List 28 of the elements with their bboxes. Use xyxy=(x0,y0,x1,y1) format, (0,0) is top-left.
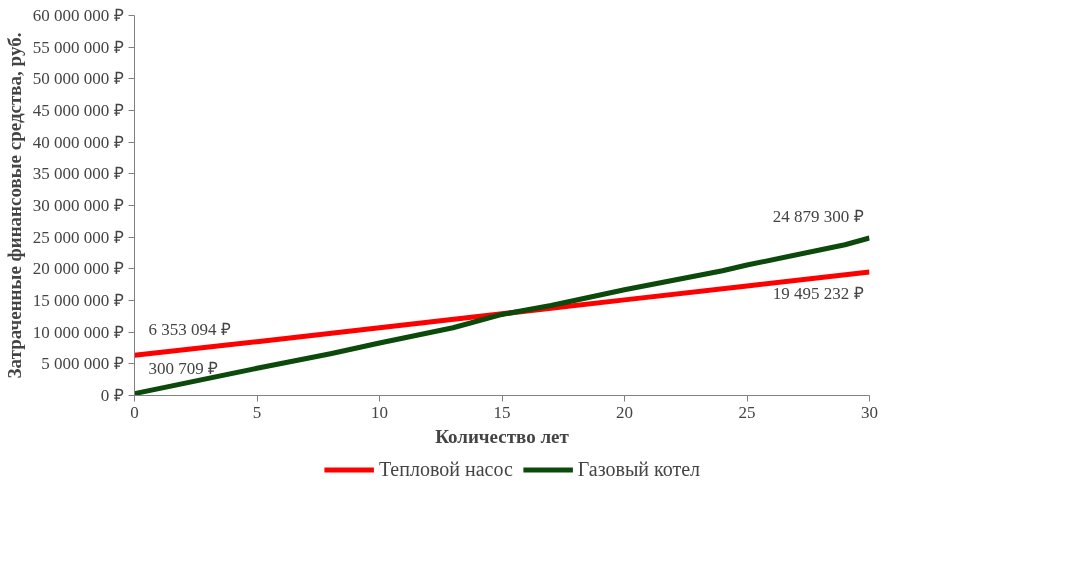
x-tick-label: 25 xyxy=(738,402,756,422)
data-label: 6 353 094 ₽ xyxy=(148,320,231,340)
x-axis-title: Количество лет xyxy=(435,425,570,447)
y-tick-label: 5 000 000 ₽ xyxy=(41,354,124,374)
y-tick-label: 20 000 000 ₽ xyxy=(32,259,124,279)
y-tick-label: 15 000 000 ₽ xyxy=(32,291,124,310)
y-tick-label: 50 000 000 ₽ xyxy=(32,69,124,89)
x-tick-label: 30 xyxy=(861,402,878,422)
legend-label: Тепловой насос xyxy=(378,457,513,481)
y-tick-label: 40 000 000 ₽ xyxy=(32,132,124,152)
y-tick-label: 35 000 000 ₽ xyxy=(32,164,124,184)
legend-label: Газовый котел xyxy=(577,457,701,481)
y-tick-label: 30 000 000 ₽ xyxy=(32,196,124,215)
x-tick-label: 10 xyxy=(371,402,388,422)
data-label: 24 879 300 ₽ xyxy=(772,206,864,226)
x-tick-label: 0 xyxy=(130,402,139,422)
y-tick-label: 45 000 000 ₽ xyxy=(32,101,124,120)
x-tick-label: 15 xyxy=(493,402,511,422)
y-axis-title: Затраченные финансовые средства, руб. xyxy=(3,32,25,379)
x-tick-label: 20 xyxy=(616,402,633,422)
y-tick-label: 55 000 000 ₽ xyxy=(32,37,124,57)
y-tick-label: 0 ₽ xyxy=(100,386,124,405)
y-tick-label: 60 000 000 ₽ xyxy=(32,6,124,25)
y-tick-label: 10 000 000 ₽ xyxy=(32,322,124,342)
data-label: 19 495 232 ₽ xyxy=(772,284,864,304)
y-tick-label: 25 000 000 ₽ xyxy=(32,227,124,247)
x-tick-label: 5 xyxy=(252,402,262,422)
data-label: 300 709 ₽ xyxy=(148,358,218,378)
